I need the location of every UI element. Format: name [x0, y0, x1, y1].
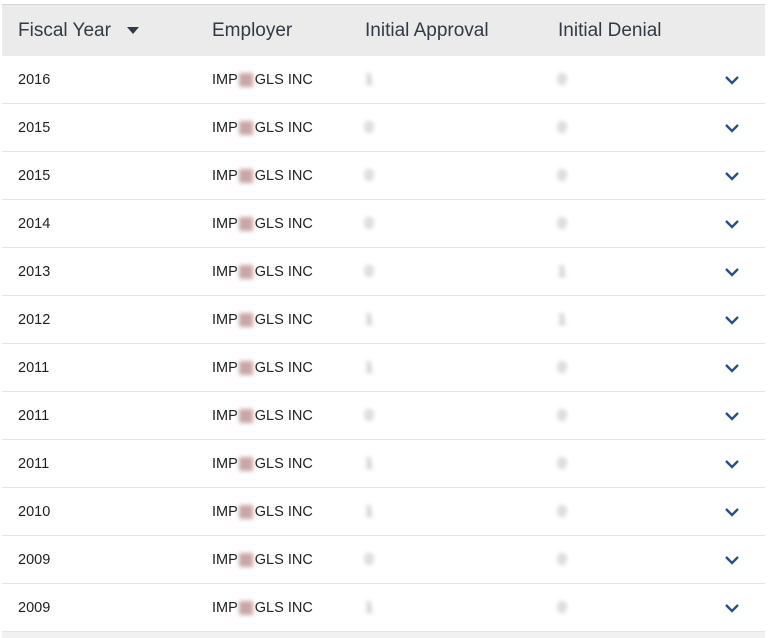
employer-cell: IMP GLS INC	[212, 71, 313, 88]
initial-approval-cell: 0	[365, 551, 374, 568]
initial-approval-cell: 0	[365, 263, 374, 280]
table-row[interactable]: 2014 IMP GLS INC 0 0	[2, 200, 765, 248]
table-footer	[2, 632, 765, 638]
redacted-block	[238, 456, 253, 471]
caret-down-icon[interactable]	[126, 26, 139, 34]
table-row[interactable]: 2015 IMP GLS INC 0 0	[2, 152, 765, 200]
fiscal-year-cell: 2015	[18, 119, 51, 136]
employer-cell: IMP GLS INC	[212, 263, 313, 280]
redacted-block	[238, 600, 253, 615]
table-row[interactable]: 2009 IMP GLS INC 0 0	[2, 536, 765, 584]
table-row[interactable]: 2009 IMP GLS INC 1 0	[2, 584, 765, 632]
initial-approval-cell: 1	[365, 455, 374, 472]
initial-approval-cell: 1	[365, 311, 374, 328]
initial-denial-cell: 0	[558, 503, 567, 520]
employer-cell: IMP GLS INC	[212, 167, 313, 184]
chevron-down-icon[interactable]	[724, 602, 740, 614]
employer-cell: IMP GLS INC	[212, 359, 313, 376]
fiscal-year-cell: 2009	[18, 599, 51, 616]
employer-cell: IMP GLS INC	[212, 551, 313, 568]
redacted-block	[238, 168, 253, 183]
table-row[interactable]: 2011 IMP GLS INC 1 0	[2, 344, 765, 392]
chevron-down-icon[interactable]	[724, 170, 740, 182]
table-row[interactable]: 2010 IMP GLS INC 1 0	[2, 488, 765, 536]
chevron-down-icon[interactable]	[724, 506, 740, 518]
redacted-block	[238, 264, 253, 279]
initial-denial-cell: 1	[558, 263, 567, 280]
employer-cell: IMP GLS INC	[212, 311, 313, 328]
table-row[interactable]: 2011 IMP GLS INC 1 0	[2, 440, 765, 488]
employer-cell: IMP GLS INC	[212, 503, 313, 520]
initial-approval-cell: 1	[365, 359, 374, 376]
initial-denial-cell: 0	[558, 71, 567, 88]
fiscal-year-cell: 2012	[18, 311, 51, 328]
fiscal-year-cell: 2016	[18, 71, 51, 88]
chevron-down-icon[interactable]	[724, 122, 740, 134]
header-initial-denial[interactable]: Initial Denial	[558, 19, 662, 41]
employer-cell: IMP GLS INC	[212, 119, 313, 136]
initial-denial-cell: 1	[558, 311, 567, 328]
table-body: 2016 IMP GLS INC 1 0 2015 IMP GLS INC 0 0 …	[2, 56, 765, 632]
chevron-down-icon[interactable]	[724, 266, 740, 278]
chevron-down-icon[interactable]	[724, 458, 740, 470]
redacted-block	[238, 120, 253, 135]
redacted-block	[238, 360, 253, 375]
fiscal-year-cell: 2010	[18, 503, 51, 520]
chevron-down-icon[interactable]	[724, 74, 740, 86]
chevron-down-icon[interactable]	[724, 554, 740, 566]
initial-denial-cell: 0	[558, 215, 567, 232]
fiscal-year-cell: 2011	[18, 407, 50, 424]
redacted-block	[238, 504, 253, 519]
fiscal-year-cell: 2013	[18, 263, 51, 280]
table-row[interactable]: 2016 IMP GLS INC 1 0	[2, 56, 765, 104]
initial-approval-cell: 0	[365, 119, 374, 136]
table-row[interactable]: 2013 IMP GLS INC 0 1	[2, 248, 765, 296]
fiscal-year-cell: 2011	[18, 455, 50, 472]
chevron-down-icon[interactable]	[724, 362, 740, 374]
initial-approval-cell: 0	[365, 215, 374, 232]
chevron-down-icon[interactable]	[724, 410, 740, 422]
initial-denial-cell: 0	[558, 551, 567, 568]
initial-denial-cell: 0	[558, 119, 567, 136]
header-fiscal-year[interactable]: Fiscal Year	[18, 20, 139, 42]
employer-cell: IMP GLS INC	[212, 599, 313, 616]
fiscal-year-cell: 2014	[18, 215, 51, 232]
initial-approval-cell: 0	[365, 407, 374, 424]
redacted-block	[238, 552, 253, 567]
initial-approval-cell: 1	[365, 599, 374, 616]
redacted-block	[238, 312, 253, 327]
initial-denial-cell: 0	[558, 599, 567, 616]
table-row[interactable]: 2012 IMP GLS INC 1 1	[2, 296, 765, 344]
table-row[interactable]: 2015 IMP GLS INC 0 0	[2, 104, 765, 152]
header-initial-approval[interactable]: Initial Approval	[365, 19, 489, 41]
fiscal-year-cell: 2009	[18, 551, 51, 568]
employer-cell: IMP GLS INC	[212, 455, 313, 472]
redacted-block	[238, 72, 253, 87]
fiscal-year-cell: 2015	[18, 167, 51, 184]
initial-denial-cell: 0	[558, 167, 567, 184]
initial-approval-cell: 1	[365, 71, 374, 88]
chevron-down-icon[interactable]	[724, 218, 740, 230]
results-table: Fiscal Year Employer Initial Approval In…	[2, 4, 765, 638]
initial-approval-cell: 0	[365, 167, 374, 184]
redacted-block	[238, 408, 253, 423]
chevron-down-icon[interactable]	[724, 314, 740, 326]
initial-denial-cell: 0	[558, 407, 567, 424]
initial-denial-cell: 0	[558, 359, 567, 376]
header-employer[interactable]: Employer	[212, 19, 293, 41]
table-header: Fiscal Year Employer Initial Approval In…	[2, 4, 765, 56]
initial-approval-cell: 1	[365, 503, 374, 520]
redacted-block	[238, 216, 253, 231]
table-row[interactable]: 2011 IMP GLS INC 0 0	[2, 392, 765, 440]
initial-denial-cell: 0	[558, 455, 567, 472]
employer-cell: IMP GLS INC	[212, 407, 313, 424]
employer-cell: IMP GLS INC	[212, 215, 313, 232]
fiscal-year-cell: 2011	[18, 359, 50, 376]
